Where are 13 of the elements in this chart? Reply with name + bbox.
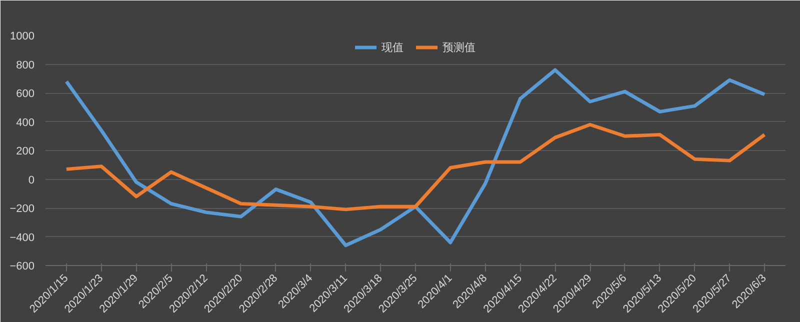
y-tick-label: −600: [10, 260, 35, 272]
y-tick-label: 1000: [10, 30, 35, 42]
legend-label: 现值: [382, 40, 404, 54]
y-tick-label: 200: [16, 146, 35, 158]
line-series: [64, 68, 766, 248]
legend-label: 预测值: [442, 40, 476, 54]
y-tick-label: −400: [10, 232, 35, 244]
y-tick-label: 800: [16, 59, 35, 72]
y-tick-label: −200: [10, 203, 35, 215]
y-tick-label: 600: [16, 88, 35, 100]
y-tick-label: 400: [16, 116, 35, 129]
line-series: [64, 122, 766, 212]
y-tick-label: 0: [28, 174, 35, 186]
